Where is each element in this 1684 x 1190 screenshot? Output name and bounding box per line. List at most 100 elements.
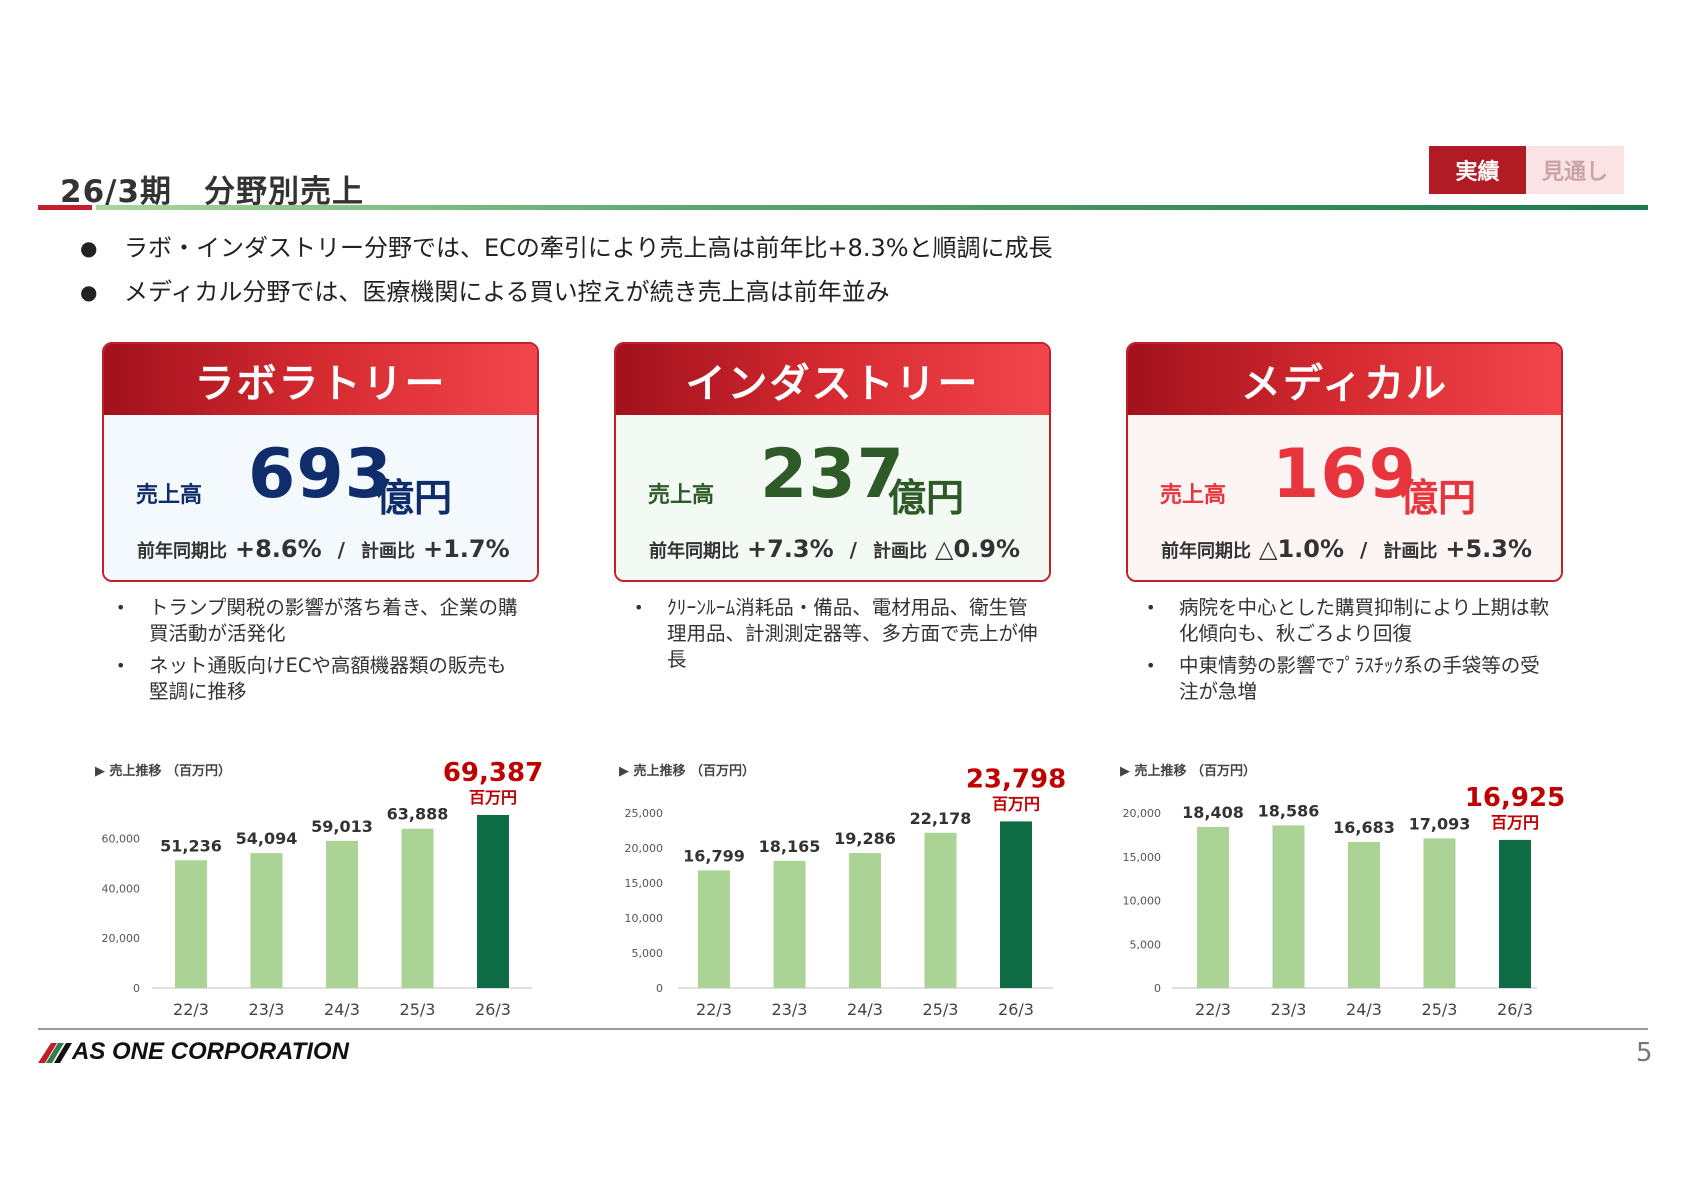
note-item: ｸﾘｰﾝﾙｰﾑ消耗品・備品、電材用品、衛生管理用品、計測測定器等、多方面で売上が… xyxy=(622,595,1042,673)
x-tick-label: 22/3 xyxy=(173,1000,209,1019)
y-tick-label: 5,000 xyxy=(632,947,664,960)
plan-value: +1.7% xyxy=(422,535,510,563)
segment-notes-industry: ｸﾘｰﾝﾙｰﾑ消耗品・備品、電材用品、衛生管理用品、計測測定器等、多方面で売上が… xyxy=(622,595,1042,679)
company-logo: AS ONE CORPORATION xyxy=(38,1038,349,1066)
title-underline-accent xyxy=(38,205,92,210)
y-tick-label: 20,000 xyxy=(625,842,664,855)
page-title: 26/3期 分野別売上 xyxy=(60,174,365,210)
bar xyxy=(849,852,881,988)
segment-card-industry: インダストリー 売上高 237 億円 前年同期比 +7.3% / 計画比 △0.9% xyxy=(614,342,1051,582)
x-tick-label: 23/3 xyxy=(1271,1000,1307,1019)
chart-caption-industry: ▶ 売上推移 （百万円） xyxy=(619,764,756,779)
sales-value: 693 xyxy=(248,435,393,514)
segment-body: 売上高 693 億円 前年同期比 +8.6% / 計画比 +1.7% xyxy=(104,415,537,580)
yoy-value: +7.3% xyxy=(747,535,834,563)
sales-value: 169 xyxy=(1272,435,1417,514)
plan-label: 計画比 xyxy=(1383,541,1438,562)
page-number: 5 xyxy=(1636,1038,1653,1068)
bar xyxy=(1348,842,1380,988)
sales-label: 売上高 xyxy=(648,483,715,508)
title-underline xyxy=(96,205,1648,210)
yoy-value: △1.0% xyxy=(1259,535,1345,563)
tab-actual[interactable]: 実績 xyxy=(1429,146,1526,194)
x-tick-label: 25/3 xyxy=(400,1000,436,1019)
segment-name: ラボラトリー xyxy=(104,344,537,415)
segment-body: 売上高 169 億円 前年同期比 △1.0% / 計画比 +5.3% xyxy=(1128,415,1561,580)
sales-value: 237 xyxy=(760,435,905,514)
tab-forecast[interactable]: 見通し xyxy=(1526,146,1624,194)
data-label: 18,165 xyxy=(759,837,821,856)
chart-caption-medical: ▶ 売上推移 （百万円） xyxy=(1120,764,1257,779)
data-label: 18,586 xyxy=(1258,801,1320,820)
plan-label: 計画比 xyxy=(872,541,927,562)
x-tick-label: 26/3 xyxy=(1497,1000,1533,1019)
note-item: 中東情勢の影響でﾌﾟﾗｽﾁｯｸ系の手袋等の受注が急増 xyxy=(1134,653,1554,705)
company-name: AS ONE CORPORATION xyxy=(72,1038,349,1065)
bar xyxy=(698,870,730,988)
data-label: 63,888 xyxy=(387,805,449,824)
y-tick-label: 10,000 xyxy=(625,912,664,925)
segment-name: インダストリー xyxy=(616,344,1049,415)
comparison-row: 前年同期比 +7.3% / 計画比 △0.9% xyxy=(649,535,1020,563)
note-item: トランプ関税の影響が落ち着き、企業の購買活動が活発化 xyxy=(104,595,524,647)
y-tick-label: 0 xyxy=(133,982,140,995)
x-tick-label: 25/3 xyxy=(923,1000,959,1019)
y-tick-label: 0 xyxy=(656,982,663,995)
bar xyxy=(477,815,509,988)
segment-name: メディカル xyxy=(1128,344,1561,415)
plan-value: △0.9% xyxy=(934,535,1021,563)
comparison-row: 前年同期比 +8.6% / 計画比 +1.7% xyxy=(137,535,510,563)
segment-notes-medical: 病院を中心とした購買抑制により上期は軟化傾向も、秋ごろより回復 中東情勢の影響で… xyxy=(1134,595,1554,711)
note-item: 病院を中心とした購買抑制により上期は軟化傾向も、秋ごろより回復 xyxy=(1134,595,1554,647)
data-label: 17,093 xyxy=(1409,814,1471,833)
data-label-unit: 百万円 xyxy=(1491,813,1539,832)
y-tick-label: 15,000 xyxy=(625,877,664,890)
data-label: 23,798 xyxy=(966,764,1066,794)
data-label: 51,236 xyxy=(160,836,222,855)
chart-industry: 0 5,000 10,000 15,000 20,000 25,000 22/3 16,799… xyxy=(625,764,1067,1019)
bar xyxy=(1423,838,1456,988)
data-label: 16,799 xyxy=(683,846,745,865)
x-tick-label: 26/3 xyxy=(998,1000,1034,1019)
y-tick-label: 5,000 xyxy=(1130,938,1162,951)
summary-bullet: ● メディカル分野では、医療機関による買い控えが続き売上高は前年並み xyxy=(80,270,1053,314)
sales-unit: 億円 xyxy=(888,476,965,520)
data-label: 59,013 xyxy=(311,817,373,836)
y-tick-label: 0 xyxy=(1154,982,1161,995)
x-tick-label: 22/3 xyxy=(696,1000,732,1019)
chart-medical: 0 5,000 10,000 15,000 20,000 22/3 18,408 23/3 18… xyxy=(1123,783,1566,1019)
comparison-row: 前年同期比 △1.0% / 計画比 +5.3% xyxy=(1161,535,1532,563)
bar xyxy=(401,828,434,988)
x-tick-label: 25/3 xyxy=(1422,1000,1458,1019)
data-label: 16,925 xyxy=(1465,783,1565,813)
bullet-icon: ● xyxy=(80,280,98,304)
y-tick-label: 20,000 xyxy=(102,932,141,945)
note-item: ネット通販向けECや高額機器類の販売も堅調に推移 xyxy=(104,653,524,705)
summary-bullet: ● ラボ・インダストリー分野では、ECの牽引により売上高は前年比+8.3%と順調に… xyxy=(80,226,1053,270)
data-label-unit: 百万円 xyxy=(469,788,517,807)
x-tick-label: 24/3 xyxy=(847,1000,883,1019)
bullet-icon: ● xyxy=(80,236,98,260)
data-label: 54,094 xyxy=(236,829,298,848)
summary-bullets: ● ラボ・インダストリー分野では、ECの牽引により売上高は前年比+8.3%と順調に… xyxy=(80,226,1053,314)
chart-laboratory: 0 20,000 40,000 60,000 22/3 51,236 23/3 54,094 2… xyxy=(102,758,544,1019)
data-label: 19,286 xyxy=(834,829,896,848)
x-tick-label: 26/3 xyxy=(475,1000,511,1019)
y-tick-label: 20,000 xyxy=(1123,807,1162,820)
yoy-label: 前年同期比 xyxy=(137,541,227,562)
data-label: 16,683 xyxy=(1333,818,1395,837)
separator: / xyxy=(849,538,857,562)
sales-unit: 億円 xyxy=(1400,476,1477,520)
y-tick-label: 15,000 xyxy=(1123,851,1162,864)
data-label-unit: 百万円 xyxy=(992,794,1040,813)
segment-notes-laboratory: トランプ関税の影響が落ち着き、企業の購買活動が活発化 ネット通販向けECや高額機… xyxy=(104,595,524,711)
yoy-label: 前年同期比 xyxy=(1161,541,1251,562)
separator: / xyxy=(337,538,345,562)
data-label: 22,178 xyxy=(910,809,972,828)
sales-unit: 億円 xyxy=(376,476,453,520)
footer-rule xyxy=(38,1028,1648,1030)
bar xyxy=(1000,821,1032,988)
separator: / xyxy=(1360,538,1368,562)
yoy-value: +8.6% xyxy=(235,535,322,563)
